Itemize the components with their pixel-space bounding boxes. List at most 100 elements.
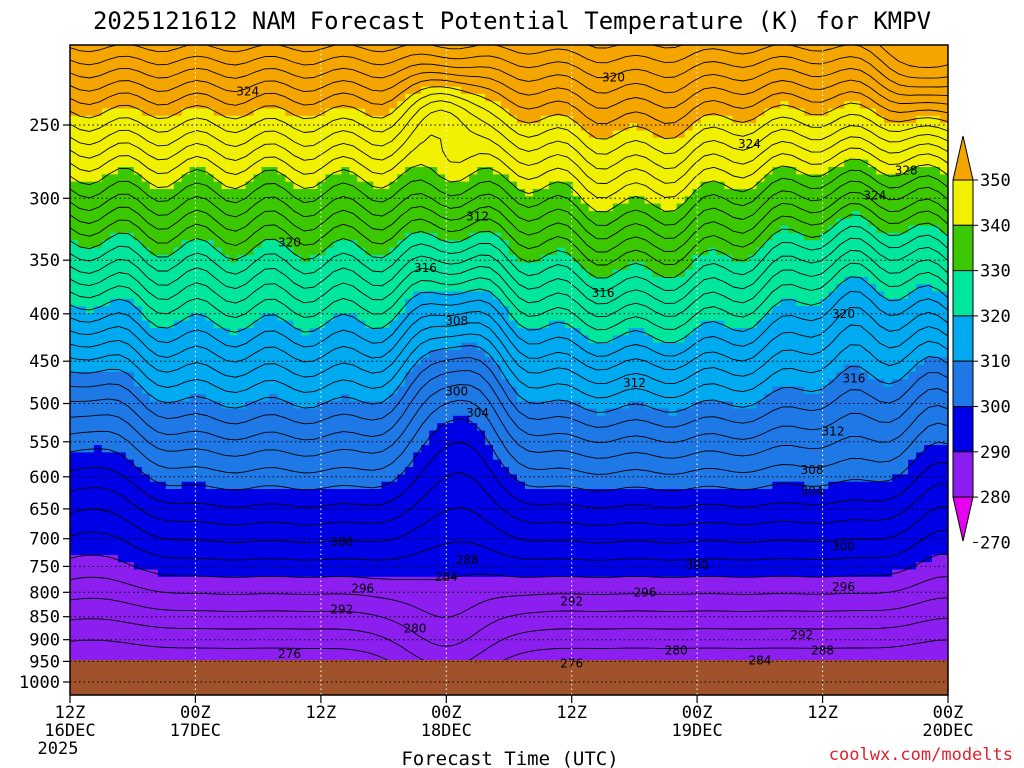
fill-cell [269,247,279,256]
fill-cell [381,452,390,461]
fill-cell [341,379,350,388]
fill-cell [101,379,111,388]
fill-cell [125,247,135,256]
fill-cell [325,181,334,190]
fill-cell [261,511,271,519]
fill-cell [365,145,374,153]
fill-cell [301,606,311,614]
fill-cell [389,393,398,402]
fill-cell [437,525,446,534]
fill-cell [381,371,390,380]
fill-cell [333,415,342,424]
fill-cell [365,232,374,241]
fill-cell [333,196,342,205]
fill-cell [157,306,167,314]
fill-cell [429,45,438,51]
fill-cell [197,71,207,80]
fill-cell [357,320,366,329]
fill-cell [86,613,95,622]
fill-cell [229,254,239,263]
fill-cell [125,159,135,168]
fill-cell [349,423,358,431]
fill-cell [189,620,199,629]
fill-cell [181,562,191,571]
fill-cell [101,467,111,475]
fill-cell [125,628,135,636]
fill-cell [373,511,382,519]
fill-cell [101,189,111,197]
fill-cell [301,386,311,395]
fill-cell [453,481,462,490]
fill-cell [309,474,319,483]
fill-cell [413,86,422,95]
fill-cell [181,393,191,402]
fill-cell [277,620,287,629]
fill-cell [93,225,103,234]
fill-cell [485,86,494,95]
fill-cell [133,474,143,483]
fill-cell [237,415,247,424]
fill-cell [389,452,398,461]
fill-cell [285,276,295,285]
fill-cell [253,181,263,190]
fill-cell [221,137,231,146]
fill-cell [125,474,135,483]
fill-cell [141,298,151,307]
fill-cell [301,123,311,131]
fill-cell [405,606,414,614]
fill-cell [181,503,191,512]
fill-cell [485,613,494,622]
fill-cell [477,562,486,571]
fill-cell [285,167,295,175]
fill-cell [78,93,87,102]
fill-cell [157,496,167,505]
fill-cell [78,269,87,278]
fill-cell [309,547,319,556]
fill-cell [213,511,223,519]
fill-cell [117,342,127,351]
fill-cell [349,371,358,380]
fill-cell [317,445,326,453]
fill-cell [133,496,143,505]
fill-cell [109,423,119,431]
fill-cell [501,540,510,549]
fill-cell [173,452,183,461]
fill-cell [301,423,311,431]
fill-cell [325,159,334,168]
fill-cell [477,320,486,329]
fill-cell [78,115,87,124]
fill-cell [389,189,398,197]
fill-cell [221,232,231,241]
fill-cell [381,115,390,124]
fill-cell [221,284,231,292]
fill-cell [413,232,422,241]
fill-cell [157,313,167,322]
fill-cell [469,467,478,475]
fill-cell [149,269,159,278]
fill-cell [405,57,414,66]
fill-cell [261,606,271,614]
fill-cell [293,159,303,168]
fill-cell [373,130,382,139]
fill-cell [325,123,334,131]
fill-cell [181,342,191,351]
fill-cell [237,584,247,592]
fill-cell [78,357,87,366]
fill-cell [141,247,151,256]
fill-cell [157,203,167,212]
fill-cell [197,291,207,300]
fill-cell [133,415,143,424]
fill-cell [109,196,119,205]
fill-cell [453,598,462,607]
fill-cell [437,211,446,219]
fill-cell [101,291,111,300]
fill-cell [197,123,207,131]
color-fill-bands [70,45,948,695]
fill-cell [445,532,454,541]
fill-cell [70,196,79,205]
fill-cell [421,628,430,636]
fill-cell [477,474,486,483]
fill-cell [301,86,311,95]
fill-cell [221,437,231,446]
fill-cell [165,525,175,534]
